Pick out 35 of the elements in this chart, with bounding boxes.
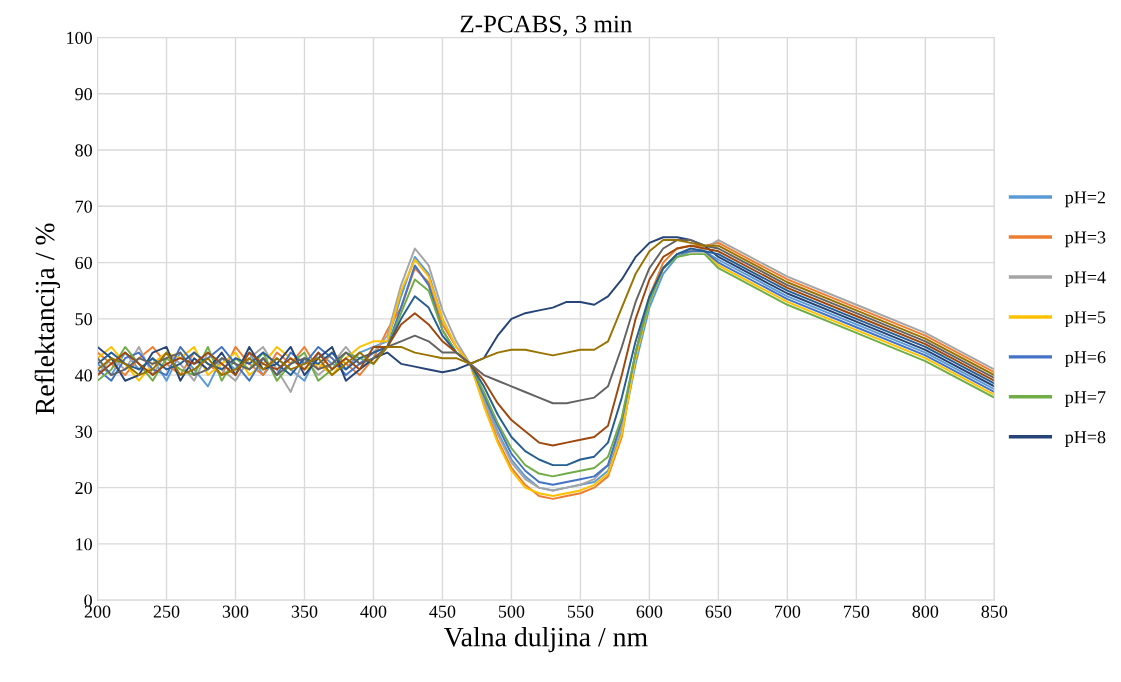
y-axis-title: Reflektancija / % <box>34 223 61 415</box>
chart-title: Z-PCABS, 3 min <box>460 15 633 37</box>
legend-label: pH=2 <box>1065 191 1106 208</box>
y-tick-label: 60 <box>75 256 92 270</box>
x-tick-label: 550 <box>567 605 594 618</box>
x-axis-title: Valna duljina / nm <box>444 626 648 653</box>
x-tick-label: 650 <box>705 605 732 618</box>
legend-label: pH=8 <box>1065 431 1106 447</box>
x-tick-label: 750 <box>844 605 870 618</box>
y-tick-label: 10 <box>76 538 92 551</box>
x-tick-label: 600 <box>636 605 663 618</box>
y-tick-label: 80 <box>75 144 92 157</box>
legend-label: pH=3 <box>1065 231 1106 248</box>
x-tick-label: 700 <box>775 605 801 618</box>
y-tick-label: 0 <box>84 594 92 607</box>
legend-label: pH=6 <box>1065 351 1106 368</box>
x-tick-label: 200 <box>84 605 111 618</box>
y-tick-label: 30 <box>75 425 92 438</box>
y-tick-label: 20 <box>75 481 92 495</box>
x-tick-label: 350 <box>291 605 318 618</box>
legend-label: pH=7 <box>1065 391 1106 407</box>
x-tick-label: 500 <box>498 605 525 618</box>
legend-label: pH=4 <box>1065 271 1106 288</box>
x-tick-label: 300 <box>222 605 249 618</box>
x-tick-label: 250 <box>153 605 180 618</box>
y-tick-label: 100 <box>67 31 92 44</box>
x-tick-label: 450 <box>429 605 456 618</box>
y-tick-label: 40 <box>74 369 92 382</box>
x-tick-label: 400 <box>360 605 387 618</box>
x-tick-label: 800 <box>912 605 939 618</box>
legend-label: pH=5 <box>1065 311 1106 328</box>
x-tick-label: 850 <box>981 605 1008 618</box>
y-tick-label: 50 <box>75 313 92 326</box>
y-tick-label: 70 <box>75 200 92 213</box>
y-tick-label: 90 <box>75 88 92 101</box>
